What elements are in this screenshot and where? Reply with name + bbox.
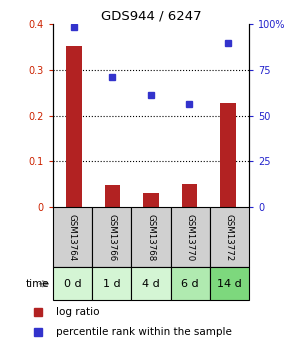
- Text: GSM13764: GSM13764: [68, 214, 77, 261]
- Text: GSM13766: GSM13766: [107, 214, 116, 261]
- Text: 14 d: 14 d: [217, 279, 242, 289]
- Title: GDS944 / 6247: GDS944 / 6247: [100, 10, 201, 23]
- Bar: [210, 267, 249, 300]
- Bar: [53, 207, 92, 267]
- Text: 6 d: 6 d: [181, 279, 199, 289]
- Text: percentile rank within the sample: percentile rank within the sample: [56, 327, 231, 337]
- Bar: [66, 46, 82, 207]
- Text: time: time: [26, 279, 50, 289]
- Text: 1 d: 1 d: [103, 279, 120, 289]
- Bar: [53, 267, 92, 300]
- Bar: [171, 207, 210, 267]
- Bar: [105, 185, 120, 207]
- Text: GSM13768: GSM13768: [146, 214, 155, 261]
- Bar: [131, 207, 171, 267]
- Text: 0 d: 0 d: [64, 279, 81, 289]
- Bar: [182, 184, 197, 207]
- Text: log ratio: log ratio: [56, 307, 99, 317]
- Text: GSM13770: GSM13770: [186, 214, 195, 261]
- Bar: [171, 267, 210, 300]
- Bar: [92, 267, 131, 300]
- Bar: [210, 207, 249, 267]
- Bar: [131, 267, 171, 300]
- Text: GSM13772: GSM13772: [225, 214, 234, 261]
- Text: 4 d: 4 d: [142, 279, 160, 289]
- Bar: [220, 103, 236, 207]
- Bar: [143, 193, 159, 207]
- Bar: [92, 207, 131, 267]
